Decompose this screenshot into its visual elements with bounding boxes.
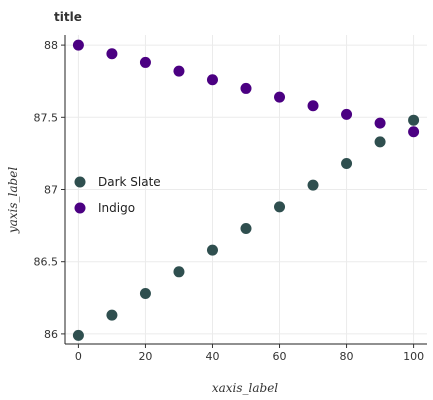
y-axis-title: yaxis_label xyxy=(6,167,20,234)
indigo-point xyxy=(206,74,218,86)
indigo-point xyxy=(106,48,118,60)
dark-slate-point xyxy=(408,114,420,126)
indigo-point xyxy=(139,56,151,68)
indigo-point xyxy=(408,126,420,138)
x-axis-ticks: 0 20 40 60 80 100 xyxy=(75,344,424,363)
dark-slate-point xyxy=(307,179,319,191)
y-tick-label: 87.5 xyxy=(34,111,59,124)
indigo-point xyxy=(274,91,286,103)
y-tick-label: 86.5 xyxy=(34,256,59,269)
dark-slate-point xyxy=(206,244,218,256)
x-tick-label: 60 xyxy=(273,350,287,363)
indigo-point xyxy=(72,39,84,51)
x-tick-label: 0 xyxy=(75,350,82,363)
y-tick-label: 87 xyxy=(44,184,58,197)
dark-slate-point xyxy=(374,136,386,148)
legend-label-indigo: Indigo xyxy=(98,201,135,215)
dark-slate-point xyxy=(139,287,151,299)
x-tick-label: 80 xyxy=(340,350,354,363)
x-axis-title: xaxis_label xyxy=(212,381,278,395)
x-tick-label: 20 xyxy=(138,350,152,363)
x-tick-label: 40 xyxy=(205,350,219,363)
indigo-point xyxy=(374,117,386,129)
y-tick-label: 88 xyxy=(44,39,58,52)
legend-marker-indigo xyxy=(74,202,86,214)
dark-slate-point xyxy=(173,266,185,278)
legend-label-dark-slate: Dark Slate xyxy=(98,175,161,189)
indigo-point xyxy=(307,100,319,112)
chart-title: title xyxy=(54,10,82,24)
indigo-point xyxy=(341,108,353,120)
dark-slate-point xyxy=(106,309,118,321)
indigo-point xyxy=(173,65,185,77)
legend-marker-dark-slate xyxy=(74,176,86,188)
dark-slate-point xyxy=(240,222,252,234)
dark-slate-point xyxy=(341,158,353,170)
y-axis-ticks: 86 86.5 87 87.5 88 xyxy=(34,39,65,341)
legend: Dark Slate Indigo xyxy=(74,175,161,215)
gridlines xyxy=(65,35,427,344)
dark-slate-point xyxy=(274,201,286,213)
data-points xyxy=(72,39,420,341)
x-tick-label: 100 xyxy=(403,350,424,363)
dark-slate-point xyxy=(72,329,84,341)
indigo-point xyxy=(240,82,252,94)
y-tick-label: 86 xyxy=(44,328,58,341)
